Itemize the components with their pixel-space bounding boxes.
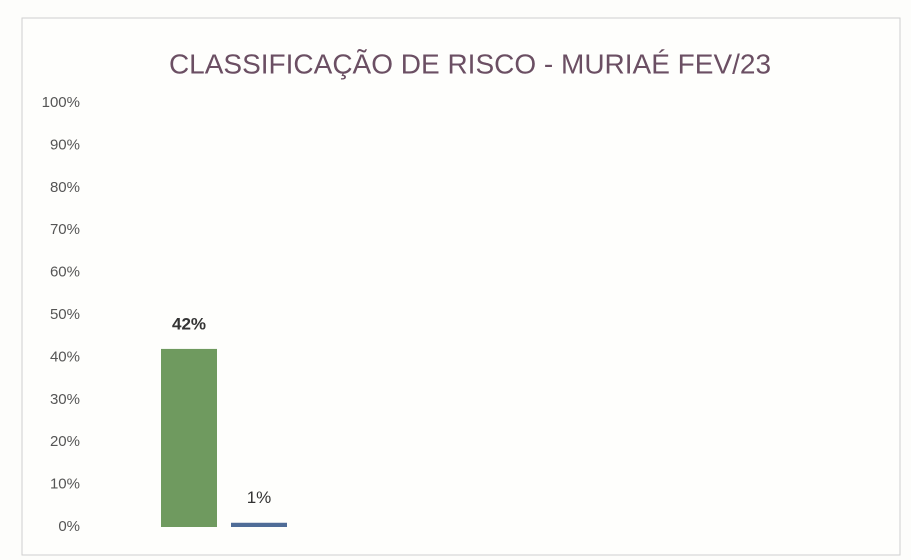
y-tick-label: 50% <box>50 306 80 323</box>
bar <box>231 522 287 527</box>
y-tick-label: 100% <box>42 94 80 111</box>
data-label: 1% <box>247 488 272 507</box>
y-tick-label: 60% <box>50 264 80 281</box>
chart-frame <box>21 17 901 556</box>
y-tick-label: 80% <box>50 179 80 196</box>
y-tick-label: 10% <box>50 476 80 493</box>
y-tick-label: 20% <box>50 433 80 450</box>
y-tick-label: 70% <box>50 221 80 238</box>
y-tick-label: 40% <box>50 348 80 365</box>
bar <box>161 348 217 527</box>
y-tick-label: 30% <box>50 391 80 408</box>
data-label: 42% <box>172 314 206 333</box>
y-tick-label: 90% <box>50 136 80 153</box>
chart-title: CLASSIFICAÇÃO DE RISCO - MURIAÉ FEV/23 <box>169 48 771 79</box>
y-tick-label: 0% <box>58 518 80 535</box>
